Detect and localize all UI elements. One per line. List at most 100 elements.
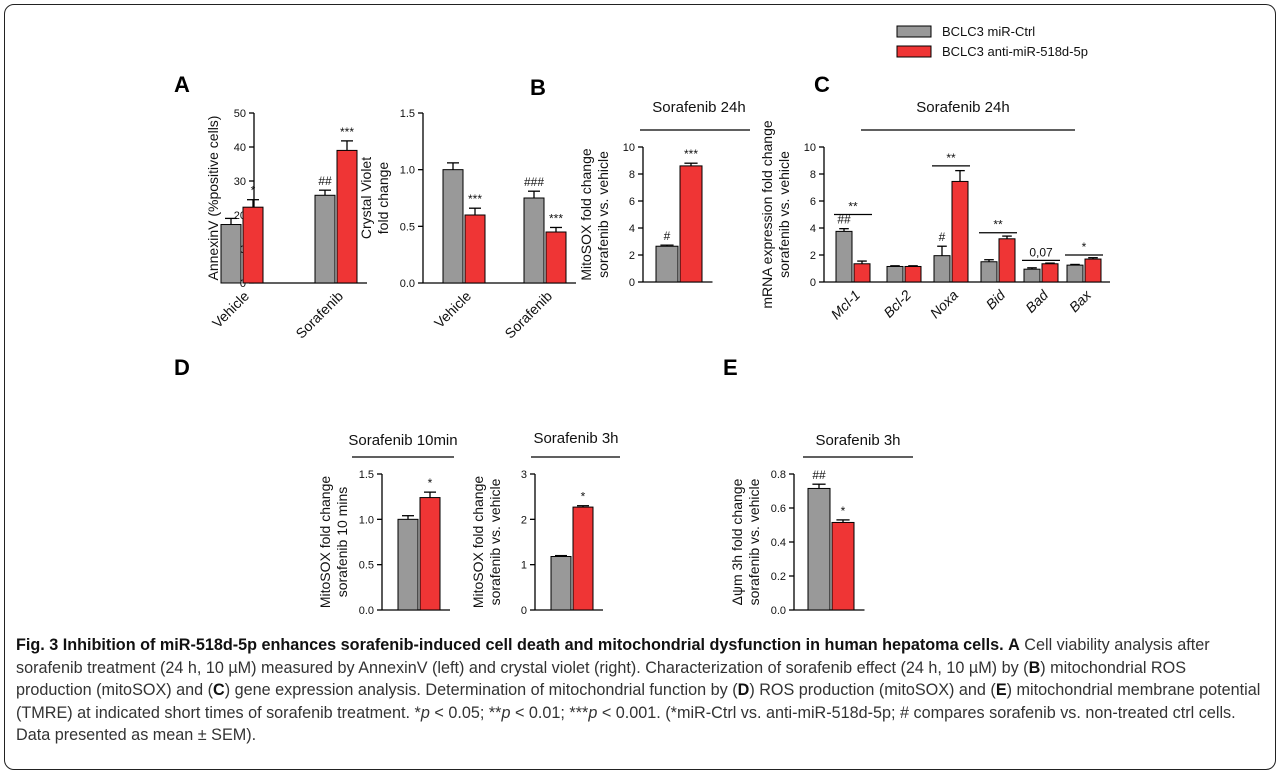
y-axis-label-d1-1: sorafenib 10 mins (334, 487, 350, 598)
caption-ref-b: B (1028, 658, 1041, 677)
y-tick-label-a2-3: 1.5 (400, 108, 415, 120)
y-tick-label-e-1: 0.2 (771, 571, 786, 583)
x-tick-label-c-3: Bid (982, 286, 1008, 312)
significance-a2-1: ### (524, 175, 544, 189)
y-axis-label-e-0: Δψm 3h fold change (729, 478, 745, 605)
significance-a2-0: *** (468, 192, 482, 206)
bracket-label-c-1: ** (946, 151, 956, 165)
y-tick-label-b-4: 8 (629, 169, 635, 181)
panel-label-d: D (174, 355, 190, 380)
caption-text-5: ) mitochondrial membrane potential (TMRE… (16, 681, 1261, 722)
significance-c-0: ## (837, 213, 851, 227)
significance-a1-0: * (251, 184, 256, 198)
bar-d1-0-1 (419, 497, 441, 611)
caption-text-4: ) ROS production (mitoSOX) and ( (749, 681, 996, 699)
y-tick-label-d2-0: 0 (521, 605, 527, 617)
caption-ref-c: C (213, 681, 225, 699)
x-tick-label-c-1: Bcl-2 (880, 287, 914, 321)
caption-text-1: Cell viability analysis after sorafenib … (16, 636, 1210, 677)
x-tick-label-c-2: Noxa (927, 287, 962, 322)
caption-p-2: p (501, 703, 511, 722)
bar-c-2-1 (951, 180, 969, 283)
y-tick-label-c-1: 2 (810, 250, 816, 262)
significance-d1-0: * (428, 476, 433, 490)
bar-d2-0-1 (572, 506, 594, 611)
y-tick-label-e-4: 0.8 (771, 469, 786, 481)
y-axis-label-a2-0: Crystal Violet (358, 157, 374, 239)
bar-c-5-0 (1066, 264, 1084, 283)
figure-border (4, 4, 1276, 770)
y-tick-label-a2-1: 0.5 (400, 221, 415, 233)
y-tick-label-d1-3: 1.5 (359, 469, 374, 481)
bar-a1-1-0 (314, 194, 336, 284)
legend-label-0: BCLC3 miR-Ctrl (942, 24, 1035, 39)
y-axis-label-b-1: sorafenib vs. vehicle (595, 151, 611, 278)
caption-text-3: ) gene expression analysis. Determinatio… (224, 681, 738, 699)
y-tick-label-c-2: 4 (810, 223, 816, 235)
bracket-label-c-2: ** (993, 218, 1003, 232)
caption-lead: Fig. 3 Inhibition of miR-518d-5p enhance… (16, 636, 1004, 654)
y-axis-label-a2-1: fold change (375, 162, 391, 235)
y-tick-label-c-5: 10 (804, 142, 816, 154)
caption-text-8: < 0.001. (*miR-Ctrl vs. anti-miR-518d-5p… (16, 703, 1236, 745)
bar-c-4-1 (1041, 263, 1059, 283)
caption-text-6: < 0.05; ** (429, 703, 502, 722)
significance-d2-0: * (581, 490, 586, 504)
chart-title-d1: Sorafenib 10min (348, 432, 457, 449)
bar-a2-1-0 (523, 197, 545, 284)
x-tick-label-c-0: Mcl-1 (828, 287, 864, 323)
chart-title-c: Sorafenib 24h (916, 99, 1009, 116)
significance-b-1: *** (684, 147, 698, 161)
y-tick-label-c-0: 0 (810, 277, 816, 289)
bar-d2-0-0 (550, 556, 572, 611)
legend-swatch-0 (896, 25, 932, 38)
bar-c-2-0 (933, 255, 951, 283)
panel-label-c: C (814, 72, 830, 97)
chart-title-e: Sorafenib 3h (815, 432, 900, 449)
panel-label-a: A (174, 72, 190, 97)
caption-p-1: p (420, 703, 430, 722)
y-axis-label-b-0: MitoSOX fold change (578, 148, 594, 281)
y-axis-label-a1-0: AnnexinV (%positive cells) (205, 116, 221, 281)
bar-d1-0-0 (397, 518, 419, 611)
bar-a1-0-1 (242, 206, 264, 284)
y-tick-label-a2-2: 1.0 (400, 165, 415, 177)
bracket-label-c-3: 0,07 (1029, 245, 1053, 259)
significance-a1-2: *** (340, 125, 354, 139)
y-axis-label-e-1: sorafenib vs. vehicle (746, 478, 762, 605)
y-tick-label-a2-0: 0.0 (400, 278, 415, 290)
figure-panels: A B C D E BCLC3 miR-Ctrl BCLC3 anti-miR-518d-5… (174, 24, 1110, 617)
bar-c-1-1 (904, 265, 922, 283)
significance-b-0: # (664, 229, 671, 243)
bar-c-4-0 (1023, 268, 1041, 283)
chart-title-d2: Sorafenib 3h (533, 430, 618, 447)
y-tick-label-a1-0: 0 (240, 278, 246, 290)
figure-caption: Fig. 3 Inhibition of miR-518d-5p enhance… (16, 634, 1266, 747)
bar-e-0-1 (831, 521, 855, 611)
y-tick-label-d1-2: 1.0 (359, 514, 374, 526)
chart-title-b: Sorafenib 24h (652, 99, 745, 116)
significance-c-1: # (939, 230, 946, 244)
bar-b-0-0 (655, 245, 679, 283)
bar-a2-1-1 (545, 231, 567, 284)
y-tick-label-d2-2: 2 (521, 514, 527, 526)
y-tick-label-e-2: 0.4 (771, 537, 786, 549)
y-tick-label-b-0: 0 (629, 277, 635, 289)
y-axis-label-d2-0: MitoSOX fold change (470, 476, 486, 609)
significance-e-1: * (841, 504, 846, 518)
bracket-label-c-4: * (1082, 240, 1087, 254)
bar-c-0-0 (835, 230, 853, 283)
caption-ref-d: D (737, 681, 750, 699)
y-axis-label-c-1: sorafenib vs. vehicle (776, 151, 792, 278)
legend-label-1: BCLC3 anti-miR-518d-5p (942, 44, 1088, 59)
caption-p-3: p (588, 703, 598, 722)
x-tick-label-a2-0: Vehicle (431, 288, 474, 331)
significance-e-0: ## (812, 468, 826, 482)
x-tick-label-c-5: Bax (1066, 286, 1095, 315)
panel-label-b: B (530, 75, 546, 100)
y-tick-label-e-0: 0.0 (771, 605, 786, 617)
y-tick-label-d1-1: 0.5 (359, 560, 374, 572)
y-tick-label-c-3: 6 (810, 196, 816, 208)
x-tick-label-a1-0: Vehicle (209, 288, 252, 331)
bar-c-1-0 (886, 265, 904, 283)
